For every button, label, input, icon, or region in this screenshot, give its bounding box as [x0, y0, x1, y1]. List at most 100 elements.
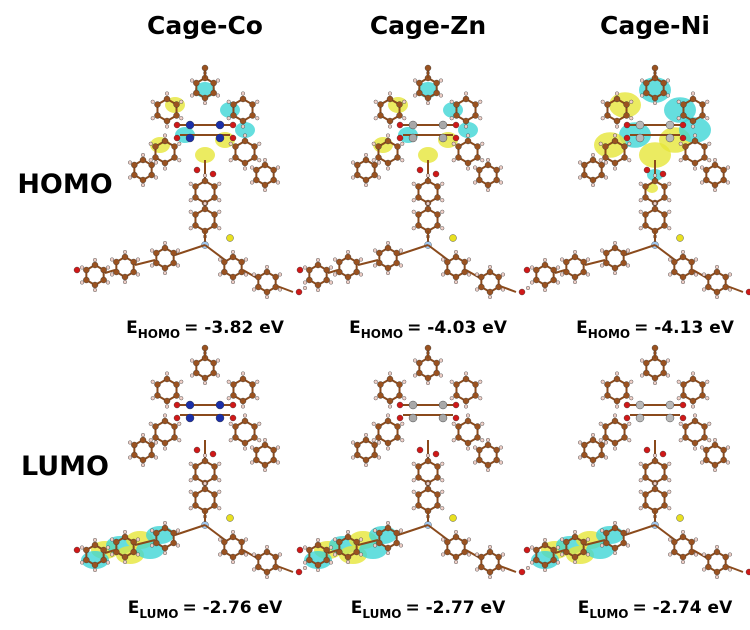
atom: [498, 460, 503, 465]
atom: [591, 433, 596, 438]
atom: [495, 273, 502, 281]
atom: [488, 295, 493, 300]
molecule: [73, 344, 308, 580]
atom: [415, 474, 422, 481]
atom: [518, 288, 526, 296]
bond: [174, 244, 206, 256]
atom: [678, 158, 683, 163]
atom: [135, 272, 140, 277]
atom: [316, 538, 321, 543]
atom: [713, 187, 718, 192]
atom: [192, 502, 199, 509]
atom: [434, 211, 441, 218]
atom: [578, 175, 583, 180]
atom: [688, 538, 695, 546]
atom: [177, 158, 182, 163]
molecule: [73, 64, 308, 300]
atom: [192, 211, 199, 218]
atom: [416, 79, 423, 87]
atom: [344, 553, 352, 561]
atom: [192, 183, 199, 190]
bond: [624, 244, 656, 256]
atom: [424, 94, 432, 102]
atom: [680, 112, 687, 119]
atom: [351, 440, 356, 445]
atom: [230, 381, 237, 388]
atom: [667, 209, 672, 214]
atom: [661, 474, 668, 481]
atom: [635, 400, 645, 410]
atom: [306, 276, 313, 284]
atom: [449, 514, 457, 522]
atom: [591, 463, 596, 468]
atom: [665, 133, 675, 143]
atom: [679, 253, 687, 261]
atom: [217, 506, 222, 511]
atom: [201, 374, 209, 382]
atom: [242, 166, 247, 171]
atom: [131, 171, 138, 179]
atom: [560, 552, 565, 557]
atom: [452, 553, 460, 561]
atom: [91, 541, 99, 549]
atom: [638, 181, 643, 186]
atom: [598, 438, 603, 443]
atom: [689, 375, 697, 383]
atom: [455, 154, 462, 161]
atom: [148, 141, 153, 146]
atom: [162, 271, 167, 276]
bond: [242, 549, 258, 559]
atom: [161, 264, 169, 272]
atom: [623, 392, 630, 399]
atom: [179, 116, 184, 121]
atom: [113, 538, 120, 546]
atom: [241, 439, 249, 447]
atom: [316, 288, 321, 293]
atom: [161, 137, 169, 145]
atom: [346, 280, 351, 285]
atom: [295, 568, 303, 576]
atom: [454, 530, 459, 535]
atom: [185, 120, 195, 130]
atom: [333, 272, 338, 277]
atom: [691, 417, 699, 425]
atom: [424, 485, 432, 493]
atom: [265, 545, 270, 550]
atom: [371, 141, 376, 146]
atom: [580, 258, 587, 266]
atom: [620, 539, 627, 547]
atom: [415, 491, 422, 498]
atom: [253, 446, 260, 454]
atom: [541, 261, 549, 269]
atom: [232, 423, 239, 430]
atom: [402, 116, 407, 121]
atom: [444, 538, 451, 546]
column-title: Cage-Zn: [370, 11, 486, 40]
atom: [384, 264, 392, 272]
atom: [384, 417, 392, 425]
atom: [426, 100, 431, 105]
atom: [255, 116, 260, 121]
atom: [543, 288, 548, 293]
atom: [602, 154, 609, 161]
atom: [713, 468, 718, 473]
atom: [162, 133, 167, 138]
atom: [611, 244, 619, 252]
atom: [623, 381, 630, 388]
atom: [373, 543, 378, 548]
atom: [353, 258, 360, 266]
atom: [661, 211, 668, 218]
atom: [354, 171, 361, 179]
atom: [396, 112, 403, 119]
atom: [438, 400, 448, 410]
atom: [682, 143, 689, 150]
atom: [105, 280, 110, 285]
atom: [693, 133, 698, 138]
atom: [613, 521, 618, 526]
atom: [303, 265, 308, 270]
atom: [148, 451, 155, 459]
atom: [585, 537, 590, 542]
atom: [523, 546, 531, 554]
atom: [715, 295, 720, 300]
atom: [328, 545, 333, 550]
